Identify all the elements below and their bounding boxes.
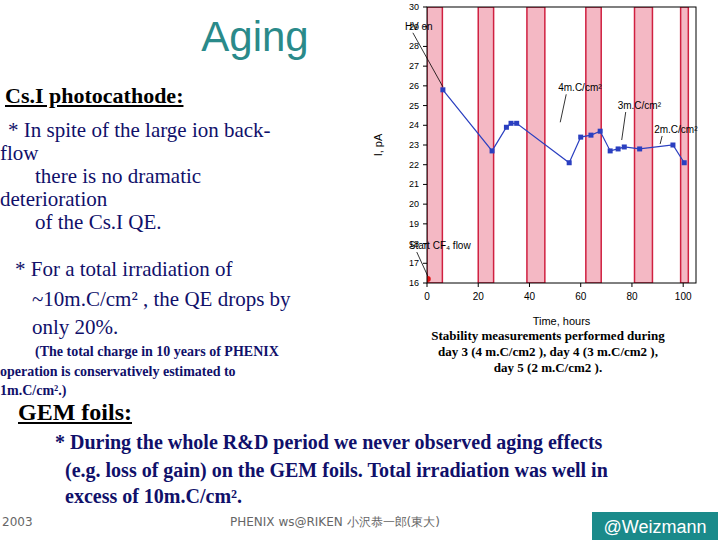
y-tick-label: 23 <box>409 140 419 150</box>
y-tick <box>423 66 427 67</box>
marker <box>504 125 509 130</box>
band <box>586 7 601 283</box>
annotation: 4m.C/cm² <box>558 82 602 93</box>
x-tick-label: 40 <box>524 291 536 302</box>
y-tick <box>423 223 427 224</box>
text-line: only 20%. <box>32 317 118 338</box>
marker <box>578 135 583 140</box>
annotation-arrow <box>622 112 626 140</box>
text-line: * In spite of the large ion back- <box>8 120 271 141</box>
text-line: excess of 10m.C/cm². <box>65 486 242 506</box>
chart-caption: Stability measurements performed during <box>431 329 664 342</box>
text-line: flow <box>0 143 39 164</box>
marker <box>608 148 613 153</box>
marker <box>637 146 642 151</box>
chart-caption: day 5 (2 m.C/cm2 ). <box>494 361 602 374</box>
y-tick-label: 25 <box>409 101 419 111</box>
x-tick-label: 60 <box>575 291 587 302</box>
y-tick <box>423 46 427 47</box>
y-tick-label: 19 <box>409 219 419 229</box>
slide-title: Aging <box>201 16 308 58</box>
y-tick-label: 26 <box>409 81 419 91</box>
marker <box>567 160 572 165</box>
text-line: of the Cs.I QE. <box>35 212 162 233</box>
y-tick-label: 24 <box>409 120 419 130</box>
y-tick-label: 20 <box>409 199 419 209</box>
text-line: * For a total irradiation of <box>15 259 233 280</box>
footer-event: PHENIX ws@RIKEN 小沢恭一郎(東大) <box>230 516 440 528</box>
y-tick-label: 17 <box>409 258 419 268</box>
marker <box>682 160 687 165</box>
y-tick <box>423 283 427 284</box>
y-tick <box>423 164 427 165</box>
y-axis-label: I, pA <box>372 133 384 156</box>
y-tick <box>423 7 427 8</box>
annotation-arrow <box>560 94 566 122</box>
band <box>527 7 545 283</box>
text-line: ~10m.C/cm² , the QE drops by <box>32 289 291 310</box>
y-tick <box>423 105 427 106</box>
series-line <box>443 90 684 163</box>
y-tick-label: 22 <box>409 160 419 170</box>
x-tick <box>580 283 581 287</box>
marker <box>622 144 627 149</box>
marker <box>427 276 431 282</box>
x-axis-label: Time, hours <box>533 315 591 327</box>
x-tick <box>478 283 479 287</box>
text-line: (The total charge in 10 years of PHENIX <box>35 345 279 359</box>
annotation-arrow <box>660 136 662 144</box>
y-tick <box>423 184 427 185</box>
y-tick-label: 27 <box>409 61 419 71</box>
annotation-arrow <box>417 252 428 276</box>
annotation: 3m.C/cm² <box>618 100 662 111</box>
band <box>635 7 653 283</box>
marker <box>588 133 593 138</box>
text-line: deterioration <box>0 189 107 210</box>
y-tick <box>423 125 427 126</box>
annotation: 2m.C/cm² <box>654 124 698 135</box>
band <box>681 7 689 283</box>
x-tick <box>631 283 632 287</box>
y-tick <box>423 263 427 264</box>
x-tick <box>529 283 530 287</box>
annotation-arrow <box>413 33 443 87</box>
text-line: there is no dramatic <box>35 166 201 187</box>
footer-date: 2003 <box>2 516 33 528</box>
section-heading: GEM foils: <box>18 400 132 424</box>
x-tick-label: 0 <box>424 291 430 302</box>
x-tick <box>427 283 428 287</box>
annotation: Start CF₄ flow <box>409 240 472 251</box>
y-tick-label: 16 <box>409 278 419 288</box>
chart: 0204060801001617181920212223242526272829… <box>0 0 720 540</box>
y-tick-label: 30 <box>409 2 419 12</box>
chart-caption: day 3 (4 m.C/cm2 ), day 4 (3 m.C/cm2 ), <box>438 345 658 358</box>
y-tick-label: 28 <box>409 41 419 51</box>
section-heading: Cs.I photocathode: <box>5 85 183 107</box>
annotation: HV on <box>405 21 433 32</box>
text-line: operation is conservatively estimated to <box>0 365 236 379</box>
marker <box>490 148 495 153</box>
marker <box>616 146 621 151</box>
y-tick <box>423 145 427 146</box>
marker <box>670 143 675 148</box>
y-tick <box>423 85 427 86</box>
text-line: * During the whole R&D period we never o… <box>55 432 602 452</box>
badge-text: @Weizmann <box>604 518 707 536</box>
y-tick-label: 21 <box>409 179 419 189</box>
x-tick <box>683 283 684 287</box>
text-line: 1m.C/cm².) <box>0 384 66 398</box>
y-tick <box>423 204 427 205</box>
band <box>478 7 493 283</box>
marker <box>598 129 603 134</box>
x-tick-label: 100 <box>675 291 692 302</box>
x-tick-label: 20 <box>473 291 485 302</box>
text-line: (e.g. loss of gain) on the GEM foils. To… <box>65 460 608 480</box>
marker <box>440 87 445 92</box>
marker <box>514 121 519 126</box>
slide: Aging Cs.I photocathode: * In spite of the… <box>0 0 720 540</box>
x-tick-label: 80 <box>626 291 638 302</box>
marker <box>509 121 514 126</box>
